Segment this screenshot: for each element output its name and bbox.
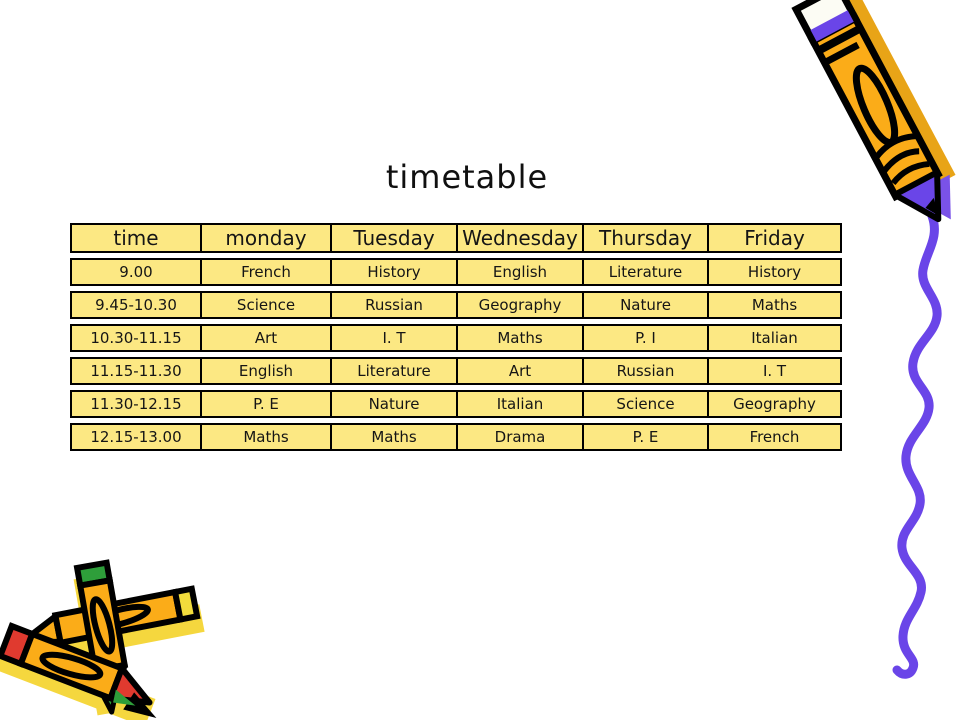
table-cell: Maths (456, 326, 582, 350)
table-cell: I. T (707, 359, 840, 383)
table-cell: History (330, 260, 456, 284)
table-cell: Maths (707, 293, 840, 317)
column-header: Wednesday (456, 225, 582, 251)
table-cell: English (456, 260, 582, 284)
table-row: 10.30-11.15 Art I. T Maths P. I Italian (70, 324, 842, 352)
column-header: Thursday (582, 225, 707, 251)
column-header: monday (200, 225, 330, 251)
column-header: Tuesday (330, 225, 456, 251)
table-cell: Literature (582, 260, 707, 284)
table-cell: Literature (330, 359, 456, 383)
squiggle-line (892, 211, 942, 679)
table-cell: Maths (200, 425, 330, 449)
table-cell: 9.00 (119, 263, 153, 281)
table-cell: I. T (330, 326, 456, 350)
table-header-row: time monday Tuesday Wednesday Thursday Friday (70, 223, 842, 253)
table-cell: Geography (707, 392, 840, 416)
pencil-icon (730, 0, 960, 720)
table-cell: Science (582, 392, 707, 416)
pencil-squiggle-graphic (791, 0, 956, 679)
table-cell: 11.15-11.30 (90, 362, 182, 380)
table-cell: Russian (330, 293, 456, 317)
table-row: 9.45-10.30 Science Russian Geography Nature M… (70, 291, 842, 319)
table-cell: Science (200, 293, 330, 317)
table-cell: P. E (200, 392, 330, 416)
table-cell: P. E (582, 425, 707, 449)
table-row: 11.15-11.30 English Literature Art Russian I.… (70, 357, 842, 385)
table-row: 12.15-13.00 Maths Maths Drama P. E French (70, 423, 842, 451)
table-cell: Italian (456, 392, 582, 416)
table-cell: Nature (582, 293, 707, 317)
table-cell: Italian (707, 326, 840, 350)
table-cell: French (707, 425, 840, 449)
table-cell: Maths (330, 425, 456, 449)
timetable: time monday Tuesday Wednesday Thursday Friday… (70, 223, 842, 456)
table-cell: Geography (456, 293, 582, 317)
table-cell: 11.30-12.15 (90, 395, 182, 413)
table-row: 9.00 French History English Literature Histor… (70, 258, 842, 286)
table-cell: 10.30-11.15 (90, 329, 182, 347)
column-header: time (113, 226, 159, 250)
crayons-icon (0, 555, 250, 720)
table-cell: P. I (582, 326, 707, 350)
table-cell: Art (200, 326, 330, 350)
table-row: 11.30-12.15 P. E Nature Italian Science Geogr… (70, 390, 842, 418)
table-cell: Drama (456, 425, 582, 449)
table-cell: 9.45-10.30 (95, 296, 177, 314)
column-header: Friday (707, 225, 840, 251)
table-cell: English (200, 359, 330, 383)
table-cell: Nature (330, 392, 456, 416)
table-cell: Art (456, 359, 582, 383)
table-cell: 12.15-13.00 (90, 428, 182, 446)
crossed-crayons-graphic (0, 559, 205, 720)
table-cell: French (200, 260, 330, 284)
table-cell: History (707, 260, 840, 284)
slide-title: timetable (385, 158, 549, 196)
table-cell: Russian (582, 359, 707, 383)
